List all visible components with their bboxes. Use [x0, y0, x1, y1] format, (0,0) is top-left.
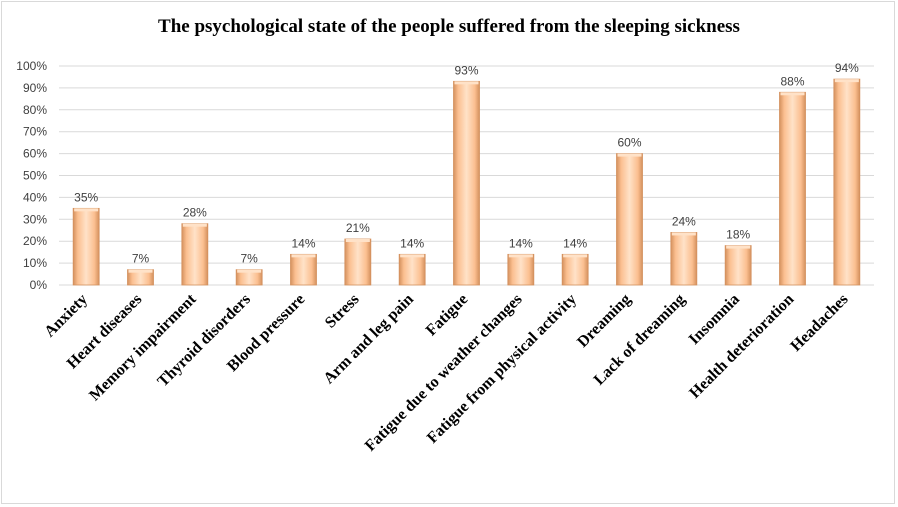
bar-top-bevel [617, 153, 642, 157]
y-tick-label: 20% [23, 234, 47, 248]
data-label: 60% [617, 136, 641, 150]
data-label: 7% [132, 252, 150, 266]
bar-top-bevel [671, 232, 696, 236]
y-tick-label: 40% [23, 190, 47, 204]
x-tick-label: Fatigue [423, 291, 471, 339]
data-label: 14% [400, 236, 424, 250]
x-tick-label: Health deterioration [686, 291, 797, 402]
data-label: 7% [240, 252, 258, 266]
bar-health-deterioration [779, 91, 806, 286]
x-tick-label: Insomnia [686, 291, 743, 348]
data-labels: 35% 7% 28% 7% 14% 21% 14% 93% 14% 14% 60% 24% 18% 88%… [74, 61, 859, 266]
bar-top-bevel [834, 79, 859, 83]
data-label: 21% [346, 221, 370, 235]
bar-headaches [833, 78, 861, 286]
data-label: 14% [291, 236, 315, 250]
bar-top-bevel [291, 254, 316, 258]
x-tick-label: Thyroid disorders [154, 291, 254, 391]
data-label: 14% [563, 236, 587, 250]
y-tick-label: 80% [23, 103, 47, 117]
data-label: 28% [183, 206, 207, 220]
x-tick-label: Anxiety [41, 291, 91, 341]
data-label: 35% [74, 190, 98, 204]
y-tick-label: 30% [23, 212, 47, 226]
bar-fatigue [453, 80, 480, 286]
bar-arm-and-leg-pain [398, 253, 426, 286]
bar-top-bevel [128, 269, 153, 273]
data-label: 18% [726, 228, 750, 242]
y-tick-label: 50% [23, 169, 47, 183]
y-tick-label: 90% [23, 81, 47, 95]
bar-top-bevel [726, 245, 751, 249]
bars [72, 78, 861, 286]
bar-anxiety [72, 207, 100, 286]
bar-fatigue-from-physical-activity [561, 253, 589, 286]
data-label: 24% [672, 214, 696, 228]
data-label: 14% [509, 236, 533, 250]
bar-memory-impairment [181, 223, 209, 286]
data-label: 93% [454, 63, 478, 77]
y-tick-label: 70% [23, 125, 47, 139]
bar-top-bevel [74, 208, 99, 212]
chart-title: The psychological state of the people su… [158, 16, 740, 37]
bar-lack-of-dreaming [670, 232, 698, 286]
y-axis-ticks: 0% 10% 20% 30% 40% 50% 60% 70% 80% 90% 100% [16, 59, 47, 292]
bar-top-bevel [400, 254, 425, 258]
x-tick-label: Memory impairment [86, 290, 200, 404]
bar-top-bevel [237, 269, 262, 273]
bar-top-bevel [345, 239, 370, 243]
bar-top-bevel [454, 81, 479, 85]
y-tick-label: 60% [23, 147, 47, 161]
data-label: 88% [780, 74, 804, 88]
y-tick-label: 0% [30, 278, 48, 292]
x-tick-label: Headaches [787, 291, 851, 355]
bar-blood-pressure [290, 253, 317, 286]
bar-dreaming [616, 153, 643, 286]
y-tick-label: 100% [16, 59, 47, 73]
bar-insomnia [724, 245, 752, 286]
bar-top-bevel [563, 254, 588, 258]
bar-top-bevel [508, 254, 533, 258]
x-tick-label: Lack of dreaming [591, 291, 689, 389]
y-tick-label: 10% [23, 256, 47, 270]
bar-fatigue-due-to-weather-changes [507, 253, 535, 286]
bar-stress [344, 238, 372, 286]
bar-top-bevel [182, 223, 207, 227]
x-tick-label: Stress [322, 291, 363, 332]
bar-top-bevel [780, 92, 805, 96]
data-label: 94% [835, 61, 859, 75]
